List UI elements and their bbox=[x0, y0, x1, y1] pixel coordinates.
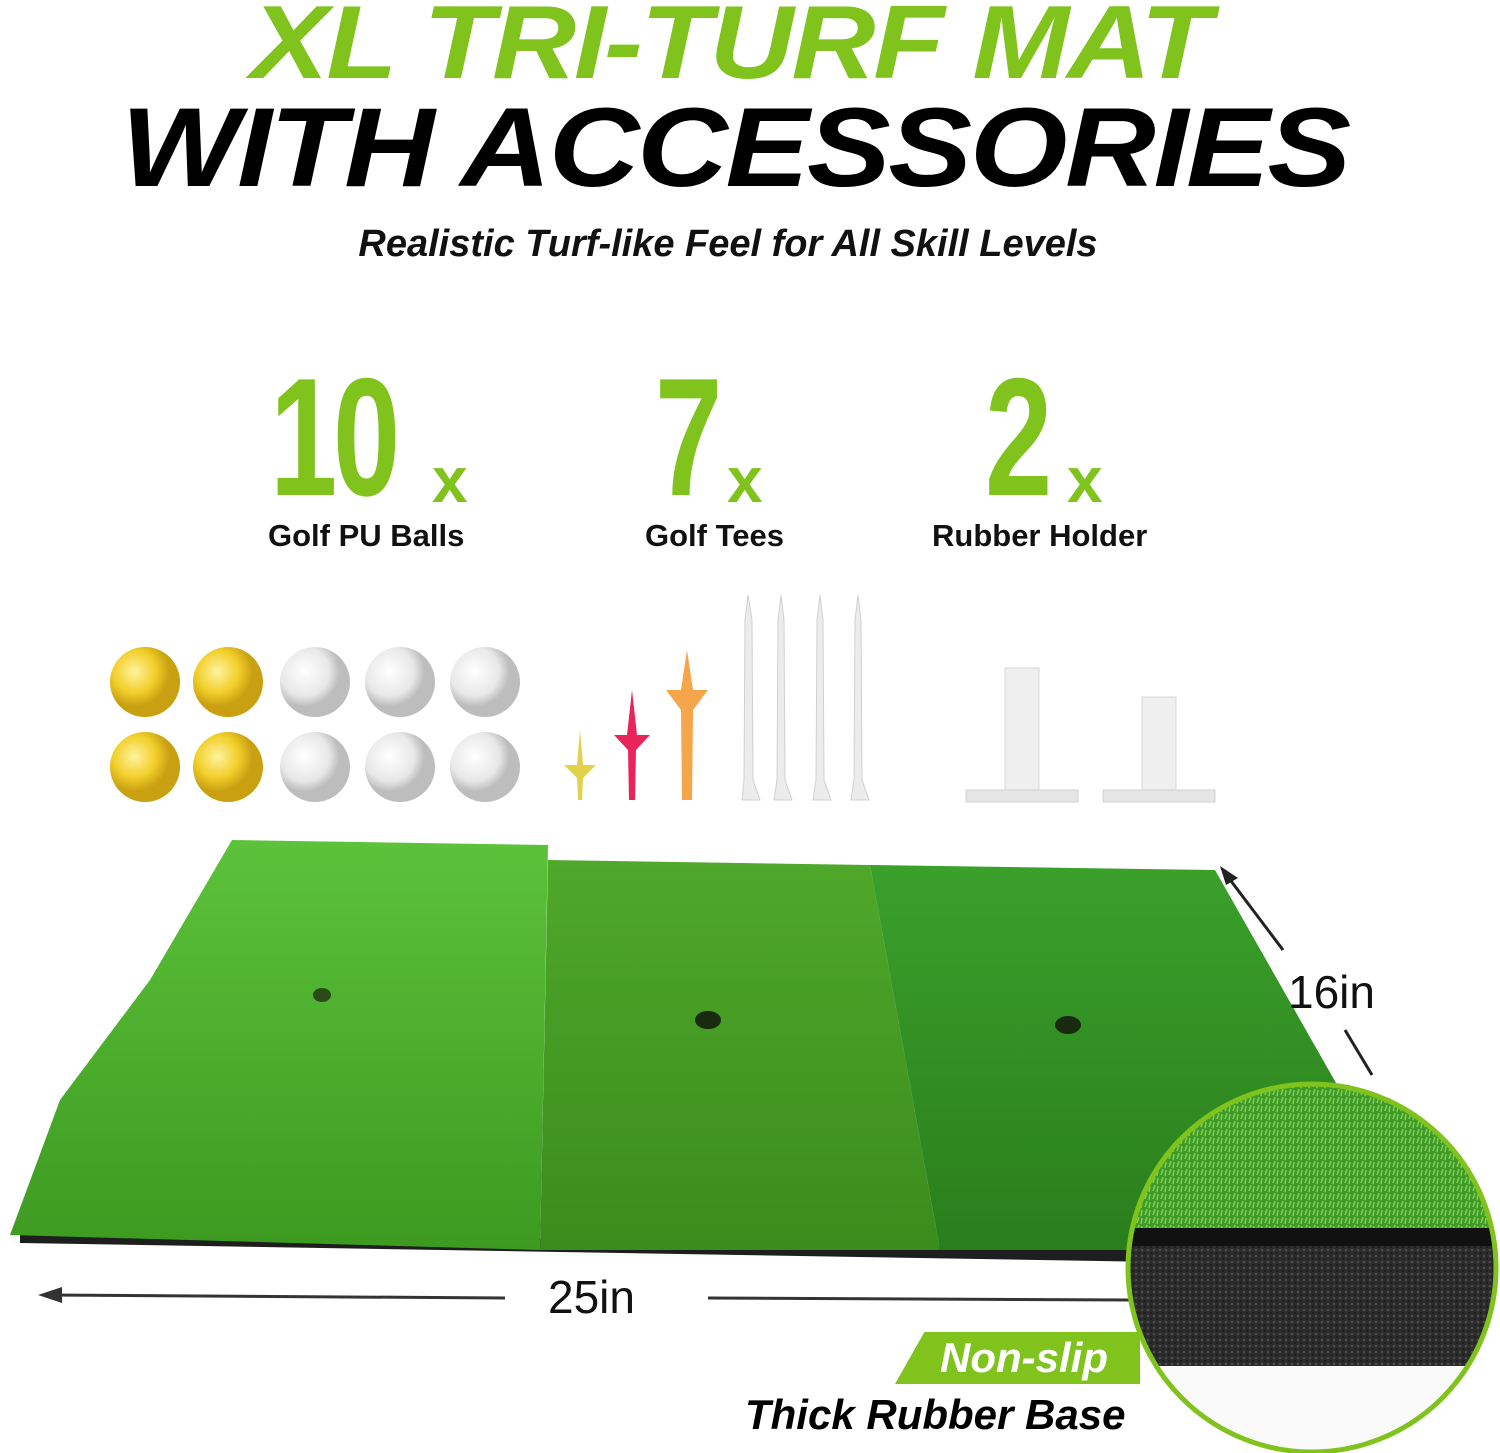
fairway-section bbox=[540, 860, 940, 1250]
label-balls: Golf PU Balls bbox=[268, 518, 465, 553]
golf-ball-white bbox=[280, 732, 350, 802]
label-tees: Golf Tees bbox=[645, 518, 784, 553]
tee-hole bbox=[695, 1011, 721, 1029]
tee-hole bbox=[1055, 1016, 1081, 1034]
golf-ball-white bbox=[365, 647, 435, 717]
count-number: 7 bbox=[655, 343, 722, 531]
title-line-2: WITH ACCESSORIES bbox=[121, 85, 1351, 210]
title-line-1: XL TRI-TURF MAT bbox=[250, 0, 1212, 101]
rubber-holder bbox=[1141, 696, 1177, 794]
count-number: 2 bbox=[985, 343, 1052, 531]
tee-white bbox=[773, 594, 793, 801]
tee-white bbox=[812, 594, 832, 801]
non-slip-badge bbox=[895, 1332, 1140, 1384]
golf-ball-white bbox=[450, 732, 520, 802]
golf-ball-white bbox=[365, 732, 435, 802]
tee-pink bbox=[614, 690, 650, 800]
golf-ball-yellow bbox=[110, 647, 180, 717]
subtitle: Realistic Turf-like Feel for All Skill L… bbox=[358, 223, 1098, 265]
count-suffix: x bbox=[1067, 444, 1103, 516]
tee-orange bbox=[666, 650, 708, 800]
long-grass-section bbox=[10, 840, 548, 1250]
tee-yellow bbox=[564, 730, 596, 800]
rubber-base-label: Thick Rubber Base bbox=[745, 1391, 1126, 1438]
tee-white bbox=[741, 594, 761, 801]
rubber-holder bbox=[1004, 667, 1040, 794]
golf-ball-yellow bbox=[110, 732, 180, 802]
golf-ball-white bbox=[450, 647, 520, 717]
width-dimension: 16in bbox=[1288, 966, 1375, 1018]
rubber-holders bbox=[965, 667, 1216, 803]
golf-ball-white bbox=[280, 647, 350, 717]
count-number: 10 bbox=[270, 343, 400, 531]
dimension-arrows bbox=[38, 866, 1374, 1303]
count-suffix: x bbox=[727, 444, 763, 516]
tee-white bbox=[850, 594, 870, 801]
golf-ball-yellow bbox=[193, 732, 263, 802]
length-dimension: 25in bbox=[548, 1271, 635, 1323]
non-slip-label: Non-slip bbox=[940, 1334, 1108, 1381]
count-suffix: x bbox=[432, 444, 468, 516]
golf-ball-yellow bbox=[193, 647, 263, 717]
golf-balls bbox=[110, 647, 520, 802]
turf-mat bbox=[10, 840, 1340, 1262]
label-holders: Rubber Holder bbox=[932, 518, 1148, 553]
tee-hole bbox=[313, 988, 331, 1002]
count-balls: 10 x bbox=[270, 343, 480, 531]
golf-tees bbox=[564, 594, 870, 801]
